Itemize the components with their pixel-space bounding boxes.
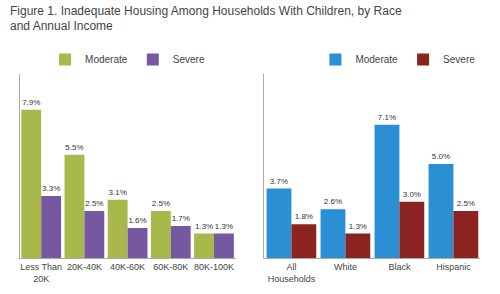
svg-text:1.3%: 1.3% (215, 222, 233, 231)
svg-text:2.5%: 2.5% (152, 199, 170, 208)
svg-text:20K-40K: 20K-40K (67, 262, 102, 272)
svg-text:60K-80K: 60K-80K (153, 262, 188, 272)
svg-text:5.0%: 5.0% (432, 152, 450, 161)
svg-text:2.6%: 2.6% (324, 197, 342, 206)
svg-text:Moderate: Moderate (85, 54, 128, 65)
svg-text:Moderate: Moderate (355, 54, 398, 65)
svg-text:3.7%: 3.7% (270, 177, 288, 186)
svg-text:5.5%: 5.5% (65, 143, 83, 152)
svg-text:Figure 1. Inadequate Housing A: Figure 1. Inadequate Housing Among House… (10, 4, 402, 34)
svg-text:40K-60K: 40K-60K (110, 262, 145, 272)
svg-text:2.5%: 2.5% (457, 199, 475, 208)
svg-text:2.5%: 2.5% (85, 199, 103, 208)
svg-text:White: White (334, 262, 357, 272)
svg-text:3.3%: 3.3% (42, 184, 60, 193)
svg-text:1.8%: 1.8% (295, 212, 313, 221)
svg-text:1.7%: 1.7% (172, 214, 190, 223)
svg-text:1.6%: 1.6% (128, 216, 146, 225)
svg-text:Severe: Severe (173, 54, 205, 65)
svg-text:7.1%: 7.1% (378, 113, 396, 122)
svg-text:80K-100K: 80K-100K (194, 262, 234, 272)
svg-text:1.3%: 1.3% (195, 222, 213, 231)
svg-text:Less Than20K: Less Than20K (20, 262, 62, 284)
svg-text:Hispanic: Hispanic (436, 262, 471, 272)
svg-text:Severe: Severe (443, 54, 475, 65)
svg-text:7.9%: 7.9% (22, 98, 40, 107)
svg-text:AllHouseholds: AllHouseholds (268, 262, 316, 284)
svg-text:1.3%: 1.3% (349, 222, 367, 231)
svg-text:3.1%: 3.1% (109, 188, 127, 197)
svg-text:Black: Black (388, 262, 411, 272)
svg-text:3.0%: 3.0% (403, 190, 421, 199)
